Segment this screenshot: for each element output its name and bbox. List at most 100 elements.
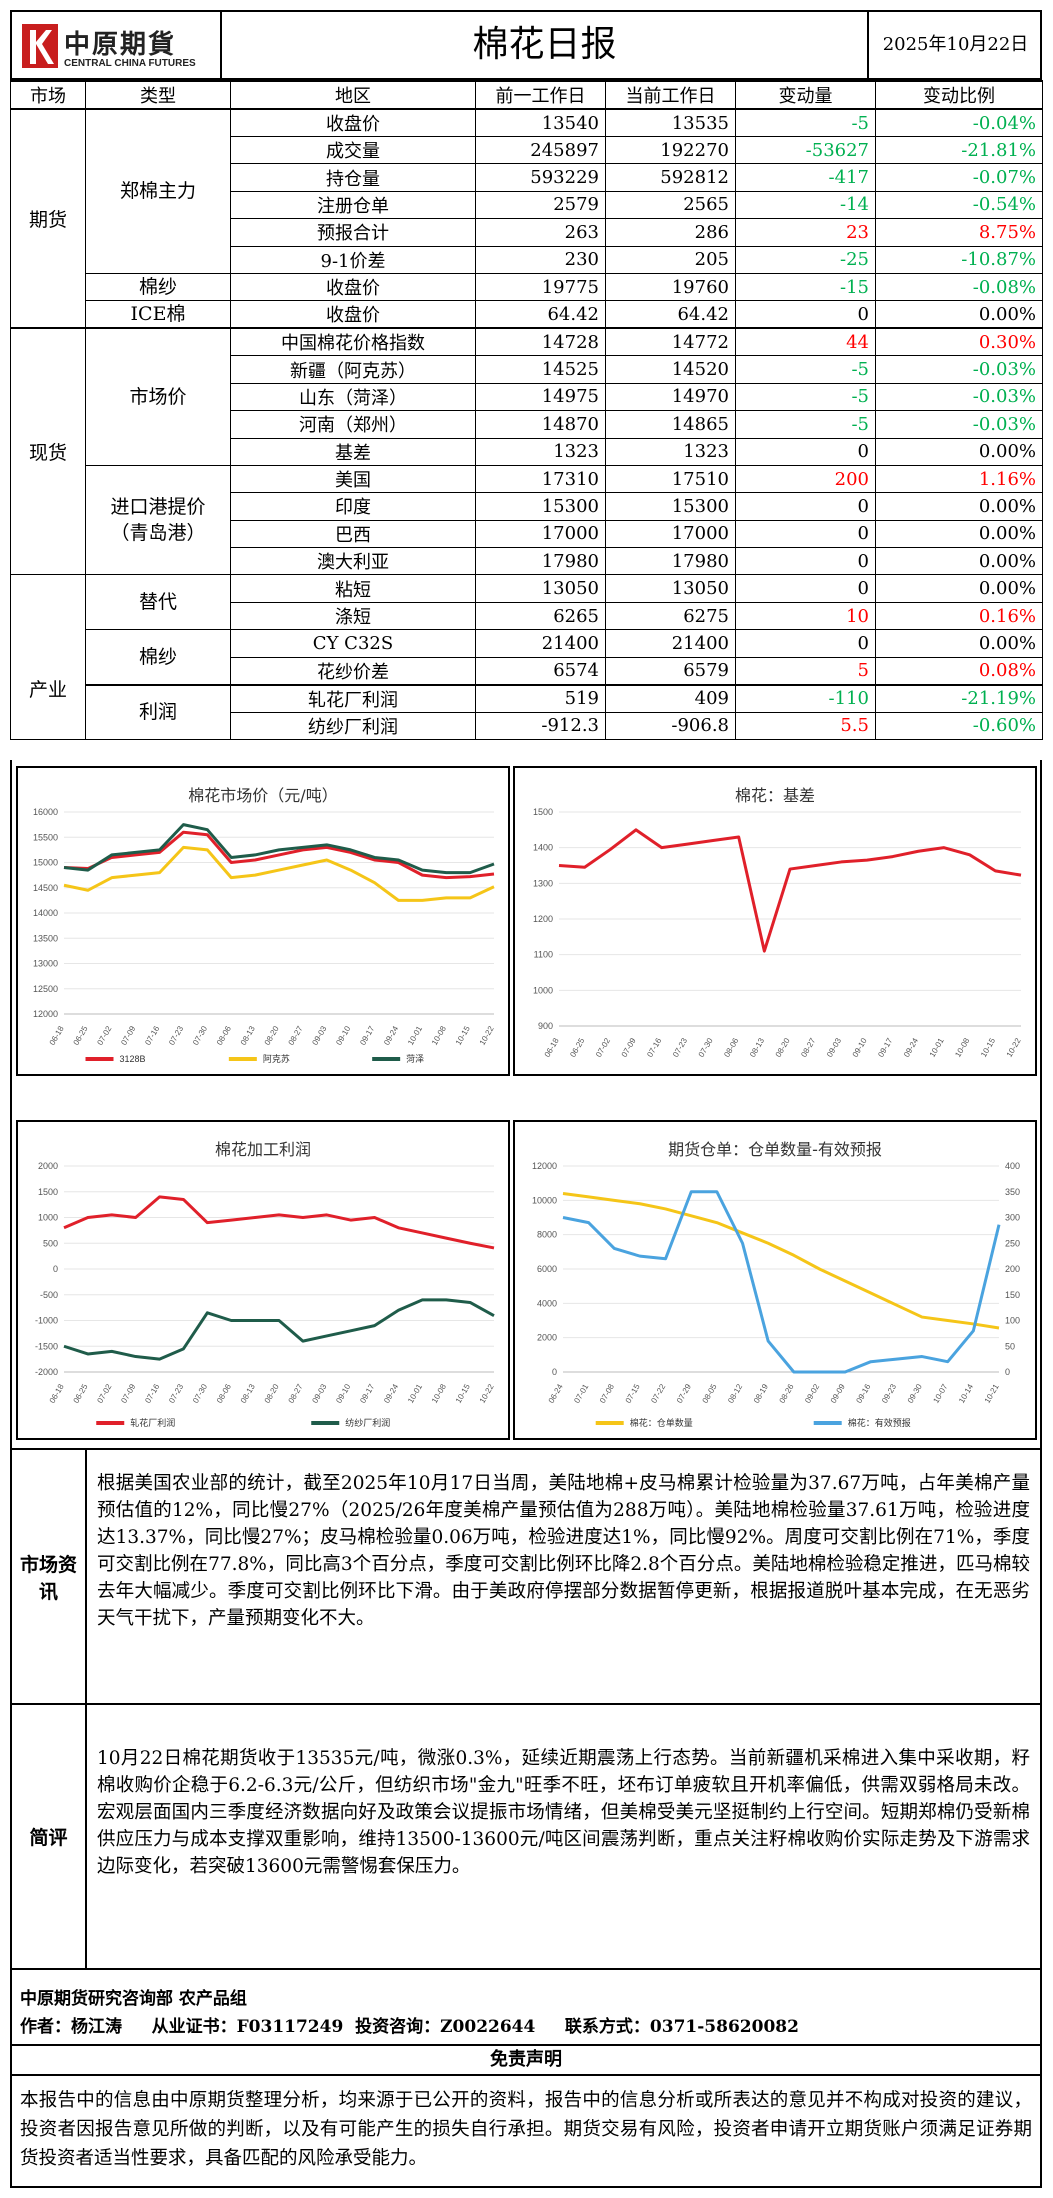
change-cell: -15 (735, 272, 876, 302)
x-tick-label: 09-03 (310, 1024, 328, 1047)
x-tick-label: 10-01 (928, 1036, 946, 1059)
y-tick-label: 14000 (33, 908, 58, 918)
type-cell: 郑棉主力 (85, 108, 231, 274)
y-tick-label: 1500 (533, 807, 553, 817)
prev-cell: 245897 (475, 135, 606, 165)
x-tick-label: 10-15 (454, 1382, 472, 1405)
curr-cell: 6275 (605, 601, 736, 631)
pct-cell: 0.30% (875, 327, 1043, 357)
change-cell: -53627 (735, 135, 876, 165)
pct-cell: -0.03% (875, 382, 1043, 412)
curr-cell: 15300 (605, 492, 736, 521)
market-cell: 产业 (10, 574, 86, 741)
item-cell: 河南（郑州） (230, 410, 476, 439)
curr-cell: 14772 (605, 327, 736, 357)
x-tick-label: 06-18 (48, 1382, 66, 1405)
col-header-market: 市场 (10, 80, 86, 110)
table-row: 利润 轧花厂利润 519 409 -110 -21.19% (11, 683, 1043, 741)
y-tick-label: 13000 (33, 959, 58, 969)
y-tick-label: 0 (53, 1264, 58, 1274)
type-cell: 棉纱 (85, 272, 231, 302)
x-tick-label: 10-08 (430, 1382, 448, 1405)
x-tick-label: 10-07 (931, 1382, 949, 1405)
y-tick-label: 0 (552, 1367, 557, 1377)
change-cell: 10 (735, 601, 876, 631)
curr-cell: 286 (605, 218, 736, 247)
x-tick-label: 09-03 (825, 1036, 843, 1059)
change-cell: -5 (735, 108, 876, 137)
prev-cell: -912.3 (475, 711, 606, 741)
x-tick-label: 07-16 (143, 1024, 161, 1047)
x-tick-label: 10-01 (406, 1024, 424, 1047)
y-tick-label: 15500 (33, 832, 58, 842)
table-row: 持仓量 593229 592812 -417 -0.07% (11, 163, 1043, 192)
x-tick-label: 06-24 (547, 1382, 565, 1405)
type-cell: 替代 (85, 574, 231, 631)
change-cell: 0 (735, 492, 876, 521)
comment-section: 简评 10月22日棉花期货收于13535元/吨，微涨0.3%，延续近期震荡上行态… (10, 1705, 1042, 1970)
x-tick-label: 10-21 (983, 1382, 1001, 1405)
x-tick-label: 10-22 (478, 1024, 496, 1047)
x-tick-label: 07-30 (191, 1024, 209, 1047)
prev-cell: 13050 (475, 574, 606, 603)
change-cell: 0 (735, 629, 876, 658)
price-table: 市场 类型 地区 前一工作日 当前工作日 变动量 变动比例 期货 郑棉主力 收盘价 1… (10, 80, 1043, 741)
pct-cell: 0.00% (875, 519, 1043, 549)
y2-tick-label: 50 (1005, 1341, 1015, 1351)
x-tick-label: 08-12 (726, 1382, 744, 1405)
table-row: 进口港提价（青岛港） 美国 17310 17510 200 1.16% (11, 464, 1043, 576)
table-row: 期货 郑棉主力 收盘价 13540 13535 -5 -0.04% (10, 108, 1043, 329)
y2-tick-label: 350 (1005, 1187, 1020, 1197)
pct-cell: 8.75% (875, 218, 1043, 247)
pct-cell: -21.81% (875, 135, 1043, 165)
disclaimer-title-row: 免责声明 (10, 2046, 1042, 2076)
prev-cell: 14525 (475, 355, 606, 384)
series-line (63, 830, 495, 880)
pct-cell: -0.04% (875, 108, 1043, 137)
x-tick-label: 07-23 (167, 1382, 185, 1405)
x-tick-label: 10-15 (979, 1036, 997, 1059)
x-tick-label: 07-23 (671, 1036, 689, 1059)
brand-mark-icon (22, 24, 58, 68)
y-tick-label: -500 (40, 1290, 58, 1300)
curr-cell: 205 (605, 245, 736, 274)
col-header-pct: 变动比例 (875, 80, 1043, 110)
prev-cell: 593229 (475, 163, 606, 192)
y-tick-label: 12500 (33, 984, 58, 994)
disclaimer-title: 免责声明 (490, 2049, 562, 2070)
x-tick-label: 07-09 (119, 1382, 137, 1405)
prev-cell: 2579 (475, 190, 606, 220)
change-cell: -5 (735, 410, 876, 439)
x-tick-label: 08-27 (287, 1024, 305, 1047)
curr-cell: 14970 (605, 382, 736, 412)
y2-tick-label: 0 (1005, 1367, 1010, 1377)
legend-label: 菏泽 (406, 1054, 424, 1064)
table-row: 产业 替代 粘短 13050 13050 0 0.00% (10, 574, 1043, 741)
curr-cell: 14865 (605, 410, 736, 439)
table-row: 基差 1323 1323 0 0.00% (11, 437, 1043, 466)
prev-cell: 263 (475, 218, 606, 247)
y2-tick-label: 150 (1005, 1290, 1020, 1300)
item-cell: 中国棉花价格指数 (230, 327, 476, 357)
x-tick-label: 10-15 (454, 1024, 472, 1047)
x-tick-label: 09-24 (382, 1382, 400, 1405)
chart-title: 棉花加工利润 (214, 1140, 311, 1159)
item-cell: 收盘价 (230, 272, 476, 302)
comment-text: 10月22日棉花期货收于13535元/吨，微涨0.3%，延续近期震荡上行态势。当… (97, 1748, 1030, 1877)
charts-panel (10, 760, 1042, 1450)
dept-line: 中原期货研究咨询部 农产品组 (20, 1989, 247, 2009)
x-tick-label: 09-09 (829, 1382, 847, 1405)
curr-cell: 13050 (605, 574, 736, 603)
prev-cell: 14728 (475, 327, 606, 357)
pct-cell: -21.19% (875, 683, 1043, 713)
x-tick-label: 08-13 (239, 1024, 257, 1047)
x-tick-label: 07-01 (572, 1382, 590, 1405)
prev-cell: 13540 (475, 108, 606, 137)
item-cell: 印度 (230, 492, 476, 521)
y-tick-label: 12000 (33, 1009, 58, 1019)
pct-cell: -0.54% (875, 190, 1043, 220)
prev-cell: 17980 (475, 547, 606, 576)
x-tick-label: 09-03 (310, 1382, 328, 1405)
change-cell: 5 (735, 656, 876, 686)
table-row: 巴西 17000 17000 0 0.00% (11, 519, 1043, 549)
